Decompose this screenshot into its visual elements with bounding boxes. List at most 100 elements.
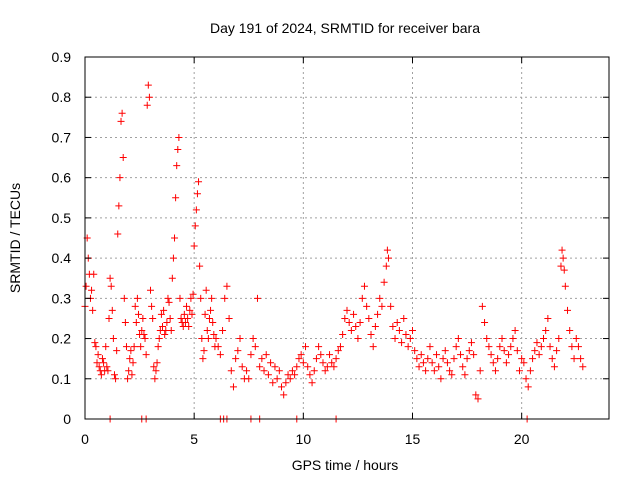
data-point (137, 343, 145, 351)
axis-ticks: 0 0.1 0.2 0.3 0.4 0.5 0.6 0.7 0.8 0.9 0 5 10 15 20 (52, 49, 609, 447)
data-point (130, 343, 138, 351)
data-point (129, 359, 137, 367)
data-point (382, 262, 390, 270)
data-point (260, 367, 268, 375)
data-point (540, 335, 547, 343)
data-point (163, 318, 171, 326)
data-point (177, 314, 185, 322)
data-point (112, 375, 120, 383)
data-point (332, 355, 340, 363)
data-point (167, 327, 175, 335)
data-point (208, 294, 216, 302)
data-point (522, 375, 530, 383)
data-point (238, 363, 246, 371)
data-point (195, 178, 203, 186)
data-point (89, 306, 97, 314)
data-point (339, 331, 347, 339)
data-point (319, 359, 327, 367)
data-point (203, 327, 211, 335)
data-point (459, 363, 467, 371)
data-point (443, 359, 451, 367)
data-point (117, 117, 125, 125)
data-point (302, 343, 310, 351)
data-point (544, 314, 552, 322)
data-point (249, 335, 257, 343)
data-point (232, 355, 240, 363)
y-tick-label: 0 (63, 411, 71, 427)
data-point (409, 327, 416, 335)
data-point (411, 347, 419, 355)
plot-frame (84, 56, 610, 420)
data-point (494, 355, 502, 363)
data-point (143, 101, 151, 109)
data-point (430, 367, 438, 375)
data-point (189, 290, 197, 298)
data-point (172, 194, 180, 202)
data-point (106, 274, 114, 282)
data-point (326, 351, 334, 359)
data-point (330, 363, 338, 371)
data-point (264, 371, 272, 379)
data-point (341, 314, 349, 322)
data-point (190, 242, 198, 250)
data-point (566, 327, 574, 335)
data-point (365, 314, 373, 322)
data-point (371, 322, 379, 330)
data-point (570, 355, 578, 363)
data-point (243, 367, 251, 375)
data-point (102, 343, 110, 351)
data-point (90, 270, 98, 278)
data-point (251, 343, 259, 351)
data-point (205, 314, 213, 322)
data-point (489, 359, 497, 367)
data-point (141, 335, 149, 343)
data-point (535, 351, 543, 359)
data-point (108, 306, 116, 314)
data-point (306, 371, 314, 379)
data-point (491, 367, 499, 375)
data-point (433, 351, 441, 359)
data-point (282, 379, 290, 387)
data-point (153, 359, 161, 367)
data-point (118, 109, 126, 117)
data-point (186, 306, 194, 314)
data-point (323, 363, 331, 371)
data-point (125, 367, 133, 375)
x-tick-label: 5 (190, 431, 198, 447)
data-point (174, 146, 182, 154)
data-point (188, 310, 196, 318)
data-point (452, 343, 460, 351)
y-tick-label: 0.7 (52, 129, 72, 145)
data-point (560, 266, 568, 274)
data-point (140, 331, 148, 339)
data-point (94, 351, 102, 359)
x-axis-title: GPS time / hours (292, 457, 399, 473)
data-point (183, 302, 191, 310)
data-point (216, 351, 224, 359)
data-point (124, 375, 132, 383)
data-point (321, 367, 329, 375)
data-point (446, 367, 454, 375)
data-point (201, 310, 209, 318)
x-tick-label: 0 (81, 431, 89, 447)
data-point (417, 351, 425, 359)
data-point (245, 375, 253, 383)
data-point (150, 363, 158, 371)
data-point (502, 359, 510, 367)
data-point (225, 314, 233, 322)
data-point (415, 363, 423, 371)
data-point (426, 343, 434, 351)
data-point (363, 302, 371, 310)
data-point (193, 190, 201, 198)
data-point (288, 367, 296, 375)
data-point (210, 331, 218, 339)
data-point (109, 335, 117, 343)
data-point (358, 294, 366, 302)
data-point (393, 318, 401, 326)
data-point (308, 379, 316, 387)
data-point (115, 202, 123, 210)
data-point (384, 254, 392, 262)
data-point (155, 335, 163, 343)
data-point (457, 351, 465, 359)
